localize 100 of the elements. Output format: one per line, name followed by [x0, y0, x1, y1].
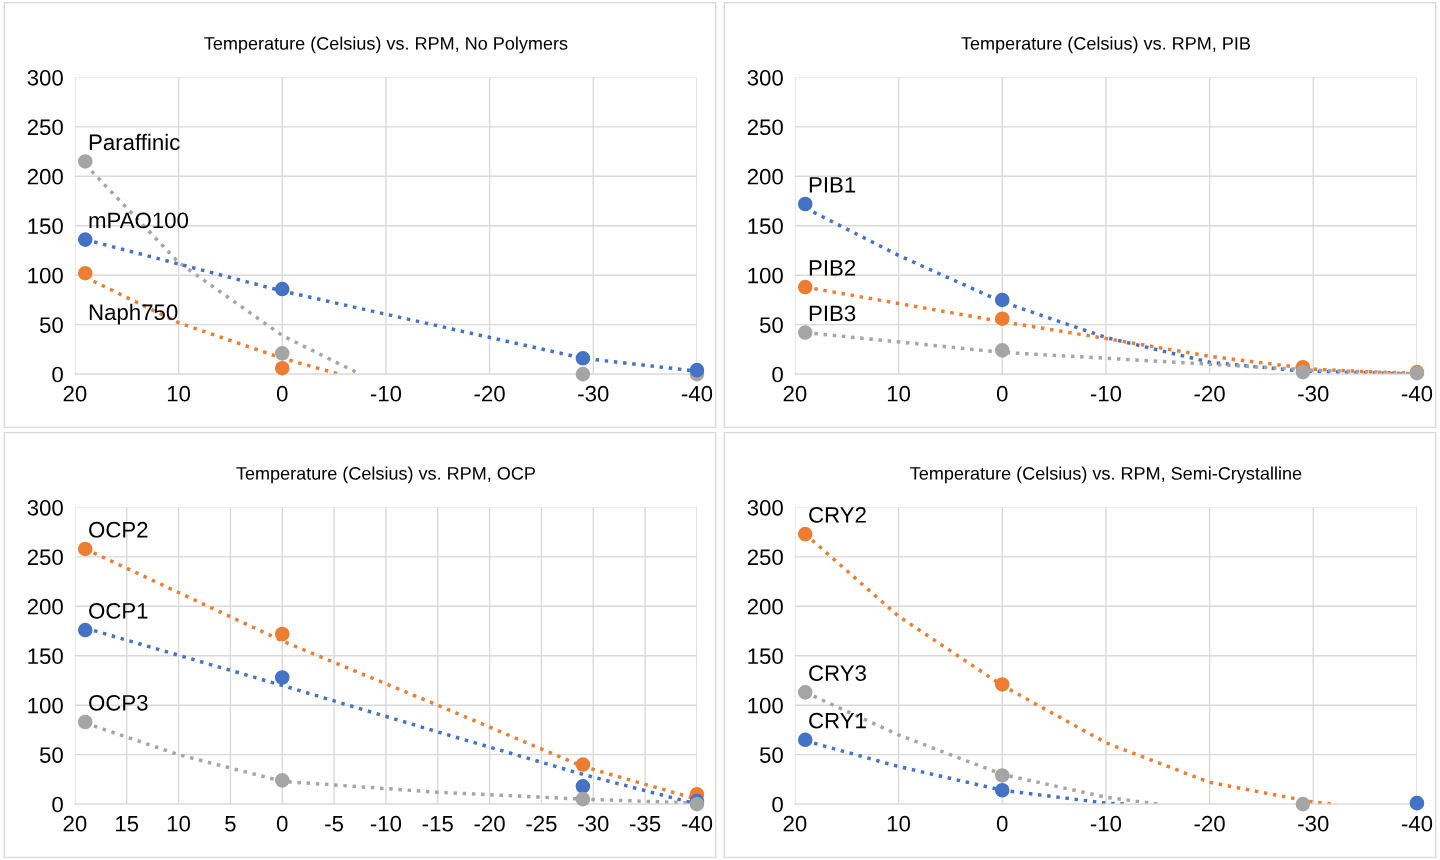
- y-tick-label: 0: [772, 366, 783, 383]
- point: [274, 773, 290, 788]
- point: [274, 670, 290, 685]
- x-tick-label: -5: [325, 816, 344, 832]
- x-tick-label: -30: [1298, 815, 1329, 832]
- x-tick-label: 5: [225, 816, 236, 832]
- point: [575, 366, 591, 382]
- x-tick-label: 0: [276, 385, 288, 402]
- chart-title: Temperature (Celsius) vs. RPM, OCP: [236, 466, 535, 484]
- x-tick-label: -40: [1401, 815, 1433, 832]
- x-tick-label: 20: [63, 815, 87, 832]
- point: [77, 714, 93, 730]
- series-label: CRY3: [809, 665, 866, 682]
- y-tick-label: 100: [28, 267, 63, 284]
- point: [994, 292, 1010, 308]
- x-tick-label: -10: [1090, 385, 1122, 402]
- chart-title: Temperature (Celsius) vs. RPM, Semi-Crystalline: [910, 466, 1302, 484]
- x-tick-label: 0: [996, 385, 1008, 402]
- y-tick-label: 50: [759, 747, 783, 763]
- y-tick-label: 50: [39, 317, 63, 333]
- point: [1295, 796, 1311, 812]
- point: [274, 626, 290, 642]
- point: [797, 196, 813, 212]
- series-label: CRY2: [809, 507, 866, 523]
- point: [994, 677, 1010, 692]
- series-label: Paraffinic: [89, 133, 180, 151]
- y-tick-label: 150: [748, 648, 783, 665]
- point: [575, 779, 591, 794]
- point: [994, 343, 1010, 358]
- point: [994, 768, 1010, 783]
- point: [77, 541, 93, 557]
- y-tick-label: 0: [52, 796, 63, 813]
- y-tick-label: 200: [747, 598, 783, 615]
- x-tick-label: -10: [1090, 815, 1122, 832]
- point: [994, 311, 1010, 326]
- series-label: OCP2: [89, 521, 148, 538]
- x-tick-label: -35: [630, 815, 661, 832]
- point: [77, 232, 93, 247]
- point: [689, 362, 705, 378]
- series-label: PIB3: [809, 305, 856, 322]
- y-tick-label: 50: [759, 317, 783, 333]
- x-tick-label: -40: [681, 815, 713, 832]
- point: [274, 360, 290, 376]
- y-tick-label: 250: [27, 119, 63, 136]
- y-tick-label: 0: [772, 796, 783, 813]
- y-tick-label: 250: [747, 119, 783, 136]
- x-tick-label: -20: [474, 815, 505, 832]
- y-tick-label: 300: [747, 69, 783, 86]
- x-tick-label: 20: [783, 385, 807, 402]
- x-tick-label: -40: [681, 385, 713, 402]
- chart-title: Temperature (Celsius) vs. RPM, PIB: [961, 36, 1250, 54]
- x-tick-label: -20: [474, 385, 505, 402]
- x-tick-label: -30: [578, 385, 609, 402]
- series-label: CRY1: [809, 712, 866, 729]
- point: [797, 685, 813, 700]
- series-label: OCP3: [89, 694, 148, 711]
- point: [77, 154, 93, 169]
- chart-title: Temperature (Celsius) vs. RPM, No Polymers: [204, 36, 568, 54]
- y-tick-label: 150: [28, 218, 63, 235]
- series-label: PIB1: [809, 177, 856, 193]
- x-tick-label: -20: [1194, 385, 1225, 402]
- x-tick-label: -20: [1194, 815, 1225, 832]
- series-label: mPAO100: [89, 212, 189, 229]
- y-tick-label: 250: [27, 549, 63, 566]
- x-tick-label: 0: [276, 815, 288, 832]
- series-label: OCP1: [89, 602, 148, 619]
- x-tick-label: -30: [578, 815, 609, 832]
- x-tick-label: 0: [996, 815, 1008, 832]
- y-tick-label: 150: [28, 648, 63, 665]
- y-tick-label: 200: [747, 168, 783, 185]
- series-label: PIB2: [809, 260, 856, 276]
- y-tick-label: 200: [27, 598, 63, 615]
- y-tick-label: 250: [747, 549, 783, 566]
- y-tick-label: 100: [748, 697, 783, 714]
- y-tick-label: 200: [27, 168, 63, 185]
- x-tick-label: -40: [1401, 385, 1433, 402]
- x-tick-label: -30: [1298, 385, 1329, 402]
- point: [274, 281, 290, 297]
- point: [575, 791, 591, 807]
- point: [797, 325, 813, 340]
- x-tick-label: -15: [422, 816, 453, 832]
- y-tick-label: 150: [748, 218, 783, 235]
- point: [274, 346, 290, 361]
- x-tick-label: 10: [167, 815, 191, 832]
- point: [575, 350, 591, 366]
- point: [77, 265, 93, 281]
- point: [575, 757, 591, 772]
- point: [994, 782, 1010, 798]
- y-tick-label: 300: [747, 499, 783, 516]
- point: [1295, 364, 1311, 380]
- point: [797, 732, 813, 748]
- x-tick-label: 10: [887, 815, 911, 832]
- x-tick-label: 20: [783, 815, 807, 832]
- y-tick-label: 50: [39, 747, 63, 763]
- x-tick-label: -10: [370, 385, 402, 402]
- y-tick-label: 0: [52, 366, 63, 383]
- x-tick-label: -10: [370, 815, 402, 832]
- x-tick-label: 20: [63, 385, 87, 402]
- x-tick-label: 10: [887, 385, 911, 402]
- point: [797, 279, 813, 295]
